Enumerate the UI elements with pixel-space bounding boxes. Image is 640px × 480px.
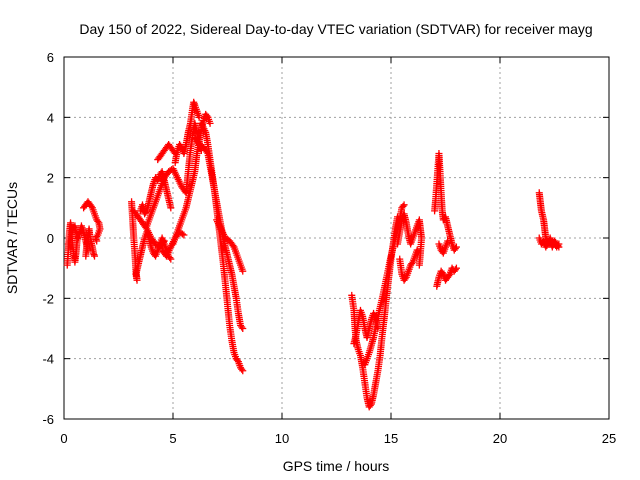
y-tick-label: 2 bbox=[47, 171, 54, 186]
data-point bbox=[451, 245, 459, 253]
data-point bbox=[366, 401, 374, 409]
data-points bbox=[63, 98, 563, 411]
data-point bbox=[180, 231, 188, 239]
data-point bbox=[239, 267, 247, 275]
data-point bbox=[160, 237, 168, 245]
data-point bbox=[142, 208, 150, 216]
y-tick-label: -2 bbox=[42, 291, 54, 306]
data-point bbox=[87, 202, 95, 210]
x-tick-label: 10 bbox=[275, 431, 289, 446]
axis-ticks bbox=[63, 56, 610, 420]
x-tick-label: 0 bbox=[60, 431, 67, 446]
data-point bbox=[233, 356, 241, 364]
data-point bbox=[451, 266, 459, 274]
data-point bbox=[159, 239, 167, 247]
x-tick-label: 20 bbox=[493, 431, 507, 446]
data-point bbox=[167, 204, 175, 212]
data-point bbox=[94, 217, 102, 225]
y-tick-label: 6 bbox=[47, 50, 54, 65]
data-point bbox=[167, 255, 175, 263]
x-tick-label: 25 bbox=[602, 431, 616, 446]
y-tick-label: -4 bbox=[42, 352, 54, 367]
data-point bbox=[93, 237, 101, 245]
x-tick-labels: 0 5 10 15 20 25 bbox=[60, 431, 616, 446]
data-point bbox=[238, 365, 246, 373]
data-point bbox=[195, 113, 203, 121]
y-tick-label: 0 bbox=[47, 231, 54, 246]
y-tick-label: -6 bbox=[42, 412, 54, 427]
data-point bbox=[206, 119, 214, 127]
x-axis-label: GPS time / hours bbox=[283, 458, 390, 474]
x-tick-label: 15 bbox=[384, 431, 398, 446]
data-point bbox=[400, 201, 408, 209]
y-axis-label: SDTVAR / TECUs bbox=[4, 182, 20, 294]
data-point bbox=[438, 269, 446, 277]
y-tick-label: 4 bbox=[47, 110, 54, 125]
data-point bbox=[401, 275, 409, 283]
x-tick-label: 5 bbox=[169, 431, 176, 446]
data-point bbox=[73, 234, 81, 242]
y-tick-labels: -6 -4 -2 0 2 4 6 bbox=[42, 50, 54, 427]
data-point bbox=[399, 202, 407, 210]
data-point bbox=[408, 260, 416, 268]
data-point bbox=[445, 272, 453, 280]
data-point bbox=[452, 243, 460, 251]
data-point bbox=[239, 325, 247, 332]
chart-title: Day 150 of 2022, Sidereal Day-to-day VTE… bbox=[79, 21, 592, 37]
data-point bbox=[452, 264, 460, 272]
data-point bbox=[444, 237, 452, 245]
data-point bbox=[239, 367, 247, 375]
data-point bbox=[238, 323, 246, 331]
data-point bbox=[91, 252, 99, 260]
data-point bbox=[555, 243, 563, 251]
data-point bbox=[554, 242, 562, 250]
data-point bbox=[415, 261, 423, 269]
data-point bbox=[413, 246, 421, 254]
data-point bbox=[229, 242, 237, 250]
data-point bbox=[203, 112, 211, 120]
